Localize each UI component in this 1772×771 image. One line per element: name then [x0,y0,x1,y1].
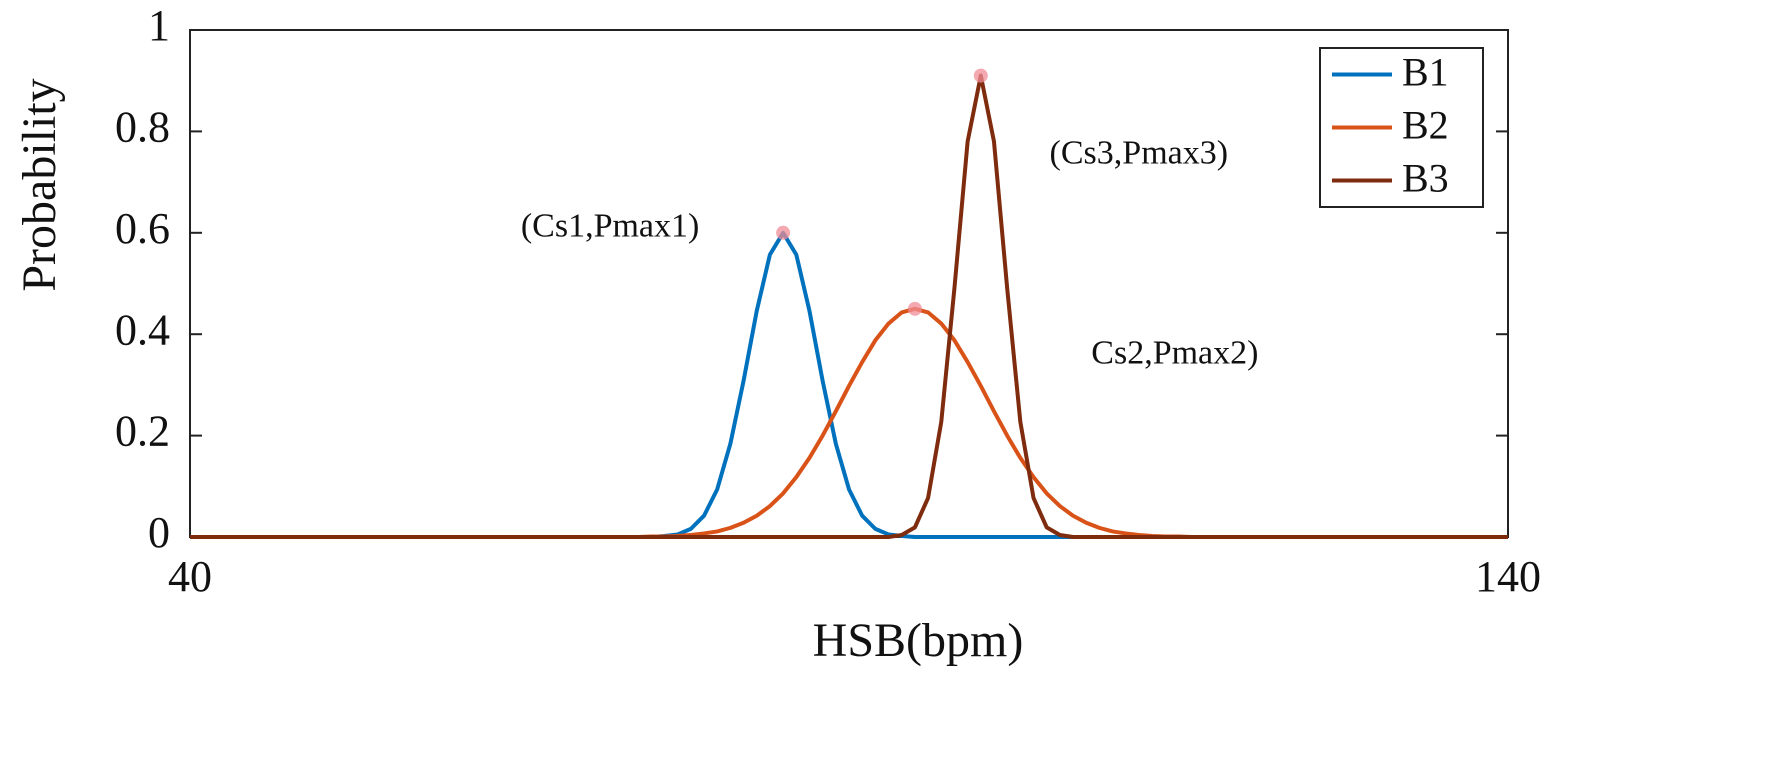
peak-marker [776,225,791,240]
y-tick-label: 0.4 [115,305,170,354]
plot-frame [189,29,1509,538]
legend-label: B2 [1402,103,1449,148]
x-axis-label: HSB(bpm) [813,614,1024,667]
x-tick-label: 40 [168,552,212,601]
annotation: (Cs1,Pmax1) [521,208,700,245]
peak-marker [907,301,922,316]
legend: B1 B2 B3 [1319,47,1484,208]
legend-label: B3 [1402,156,1449,201]
series-line [190,73,1508,539]
y-tick-label: 0.2 [115,407,170,456]
y-tick-label: 0 [148,508,170,557]
peak-marker [973,68,988,83]
y-tick-label: 0.6 [115,204,170,253]
y-tick-label: 1 [148,1,170,50]
annotation: (Cs3,Pmax3) [1050,134,1229,171]
legend-label: B1 [1402,50,1449,95]
annotation: Cs2,Pmax2) [1091,335,1258,372]
x-tick-label: 140 [1475,552,1541,601]
series-line [190,306,1508,539]
y-axis-label: Probability [13,78,66,291]
y-tick-label: 0.8 [115,102,170,151]
